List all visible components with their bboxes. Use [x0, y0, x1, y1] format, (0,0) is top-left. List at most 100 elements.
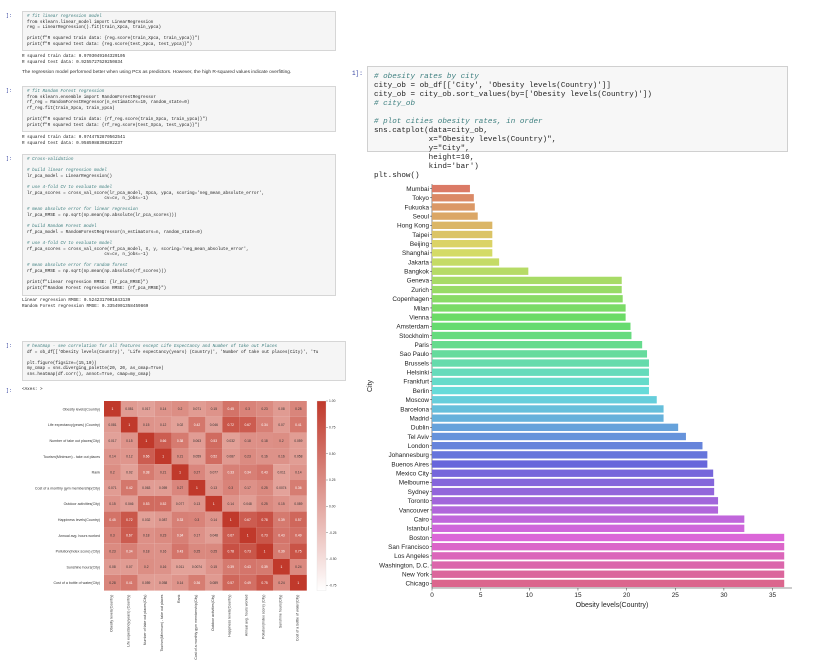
colorbar-tick-label: 0.75 — [329, 426, 336, 430]
heatmap-cell-label: 0.43 — [261, 470, 268, 474]
heatmap-cell-label: 0.49 — [244, 581, 251, 585]
heatmap-cell — [104, 432, 121, 449]
heatmap-cell-label: 0.75 — [295, 549, 302, 553]
heatmap-cell — [273, 495, 290, 512]
heatmap-cell-label: 0.42 — [126, 486, 133, 490]
heatmap-cell — [104, 464, 121, 480]
heatmap-cell — [239, 559, 257, 575]
bar — [432, 212, 478, 220]
y-tick-label: Shanghai — [402, 250, 429, 257]
heatmap-cell-label: 0.14 — [160, 407, 167, 411]
code-line: # fit linear regression model — [27, 14, 102, 19]
right-cell-code[interactable]: # obesity rates by city city_ob = ob_df[[… — [367, 66, 788, 180]
heatmap-cell — [137, 527, 155, 544]
heatmap-cell-label: 1 — [196, 486, 198, 490]
heatmap-cell-label: 0.34 — [177, 534, 184, 538]
heatmap-cell — [188, 401, 206, 417]
heatmap-cell — [256, 511, 273, 528]
heatmap-cell — [104, 574, 121, 591]
code-line: print(f"R squared train data: {reg.score… — [27, 36, 200, 42]
code-line: # use 4-fold CV to evaluate model — [27, 184, 113, 190]
code-line: from sklearn.ensemble import RandomFores… — [27, 94, 156, 100]
code-line: rf_reg = RandomForestRegressor(n_estimat… — [27, 100, 190, 106]
x-tick-label: 20 — [623, 592, 631, 599]
y-tick-label: London — [408, 443, 430, 450]
heatmap-cell — [171, 527, 189, 544]
heatmap-cell-label: 0.058 — [159, 581, 167, 585]
y-tick-label: Mexico City — [396, 471, 430, 478]
heatmap-cell-label: 0.059 — [294, 439, 302, 443]
output-line: R squared test data: 0.9585988398202237 — [22, 140, 123, 146]
heatmap-cell-label: 0.34 — [261, 423, 268, 427]
heatmap-cell — [188, 448, 206, 465]
bar — [432, 460, 708, 468]
heatmap-cell-label: 0.02 — [177, 423, 184, 427]
cell2-code[interactable]: # fit Random Forest regression from sklea… — [22, 86, 336, 132]
heatmap-cell-label: 0.28 — [295, 407, 302, 411]
heatmap-cell-label: 0.39 — [228, 565, 235, 569]
code-line: reg = LinearRegression().fit(train_Xpca,… — [27, 25, 162, 31]
colorbar-tick-label: -0.75 — [329, 584, 337, 588]
heatmap-cell — [222, 495, 240, 512]
code-line: rf_reg.fit(train_Xpca, train_ypca) — [27, 105, 115, 111]
heatmap-cell-label: 0.081 — [125, 407, 133, 411]
heatmap-cell-label: 0.34 — [244, 470, 251, 474]
heatmap-cell — [154, 401, 172, 417]
heatmap-cell — [239, 543, 257, 559]
code-line: city_ob = city_ob.sort_values(by=['Obesi… — [374, 91, 652, 99]
bar — [432, 350, 648, 358]
y-tick-label: Vancouver — [399, 507, 430, 514]
heatmap-cell — [289, 480, 307, 496]
heatmap-cell — [120, 401, 138, 417]
heatmap-cell-label: 0.39 — [278, 549, 285, 553]
heatmap-cell-label: 0.081 — [108, 423, 116, 427]
heatmap-cell — [137, 574, 155, 591]
heatmap-cell-label: 0.73 — [244, 549, 251, 553]
heatmap-cell — [171, 432, 189, 449]
heatmap-cell-label: 0.3 — [195, 518, 200, 522]
y-tick-label: Barcelona — [400, 406, 429, 413]
heatmap-cell — [273, 574, 290, 591]
x-tick-label: 0 — [430, 592, 434, 599]
heatmap-cell-label: 0.12 — [126, 455, 133, 459]
heatmap-cell — [188, 464, 206, 480]
heatmap-cell — [120, 416, 138, 433]
heatmap-cell — [222, 416, 240, 433]
heatmap-cell — [120, 527, 138, 544]
heatmap-cell-label: 0.18 — [143, 549, 150, 553]
y-tick-label: Istanbul — [407, 526, 429, 533]
y-tick-label: Jakarta — [408, 259, 429, 266]
heatmap-cell-label: 0.67 — [244, 423, 251, 427]
bar — [432, 203, 475, 211]
heatmap-cell-label: 1 — [128, 423, 130, 427]
heatmap-cell — [273, 511, 290, 528]
heatmap-cell-label: 0.72 — [126, 518, 133, 522]
cell1-code[interactable]: # fit linear regression model from sklear… — [22, 11, 336, 51]
cell3-code[interactable]: # Cross-validation # build linear regress… — [22, 154, 336, 296]
heatmap-cell — [104, 527, 121, 544]
heatmap-cell — [205, 432, 223, 449]
heatmap-cell-label: 0.3 — [228, 486, 233, 490]
heatmap-col-label: Number of take out places(City) — [143, 595, 147, 646]
code-line: # build linear regression model — [27, 168, 107, 174]
heatmap-cell — [171, 401, 189, 417]
heatmap-cell — [104, 480, 121, 496]
heatmap-cell — [120, 559, 138, 575]
heatmap-cell-label: 0.42 — [194, 423, 201, 427]
cell4-code[interactable]: # heatmap - see correlation for all feat… — [22, 341, 346, 381]
heatmap-cell — [256, 401, 273, 417]
heatmap-row-label: Obesity levels(Country) — [63, 407, 100, 411]
heatmap-cell — [289, 464, 307, 480]
bar — [432, 377, 649, 386]
heatmap-cell — [205, 448, 223, 465]
heatmap-cell — [137, 464, 155, 480]
y-tick-label: Boston — [409, 535, 429, 542]
heatmap-cell-label: 0.67 — [228, 534, 235, 538]
heatmap-row-label: Annual avg. hours worked — [58, 534, 100, 538]
y-tick-label: Zurich — [411, 287, 429, 294]
colorbar-tick-label: 1.00 — [329, 399, 336, 403]
heatmap-cell-label: 0.52 — [160, 502, 167, 506]
code-line: x="Obesity levels(Country)", — [374, 136, 557, 144]
heatmap-cell — [188, 574, 206, 591]
bar — [432, 359, 649, 367]
